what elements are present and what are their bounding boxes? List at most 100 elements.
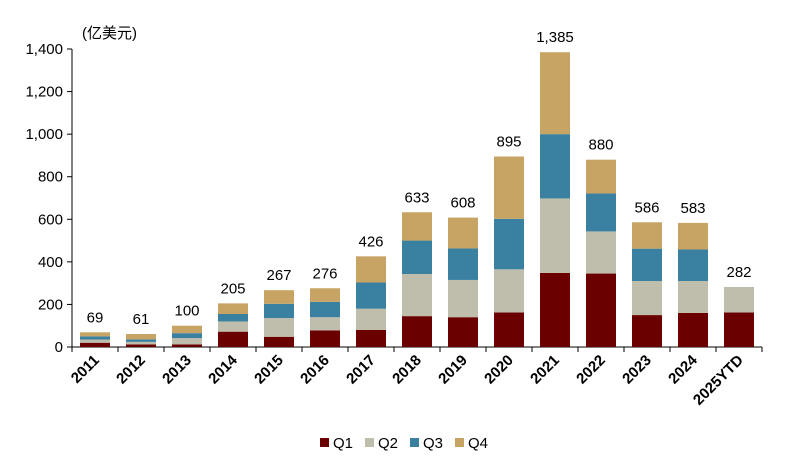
total-label: 100 (174, 303, 199, 320)
bar-segment-q2 (172, 338, 202, 345)
x-tick-label: 2014 (205, 351, 241, 387)
legend-label-q2: Q2 (378, 435, 398, 452)
x-tick-label: 2017 (343, 352, 379, 388)
bar-segment-q4 (264, 290, 294, 304)
x-tick-label: 2012 (113, 352, 149, 388)
bar-segment-q3 (310, 301, 340, 318)
legend-label-q1: Q1 (333, 435, 353, 452)
y-tick-label: 600 (38, 211, 63, 228)
total-label: 426 (358, 233, 383, 250)
bar-segment-q2 (402, 273, 432, 317)
bar-segment-q2 (126, 341, 156, 345)
bar-segment-q4 (80, 332, 110, 337)
bar-segment-q3 (356, 282, 386, 309)
bar-segment-q4 (402, 212, 432, 241)
bar-segment-q4 (448, 217, 478, 249)
bar-segment-q4 (172, 325, 202, 334)
bar-segment-q3 (80, 336, 110, 340)
bar-segment-q1 (448, 317, 478, 347)
bar-segment-q3 (448, 248, 478, 280)
bar-segment-q4 (218, 303, 248, 315)
legend-label-q3: Q3 (423, 435, 443, 452)
bar-segment-q2 (218, 321, 248, 332)
x-tick-label: 2024 (665, 351, 701, 387)
total-label: 895 (496, 133, 521, 150)
bar-segment-q4 (586, 159, 616, 194)
legend-swatch-q1 (320, 438, 329, 447)
bar-segment-q4 (356, 256, 386, 283)
x-tick-label: 2020 (481, 352, 517, 388)
bar-segment-q3 (402, 240, 432, 274)
x-tick-label: 2011 (68, 352, 103, 387)
bar-segment-q3 (678, 249, 708, 282)
x-tick-label: 2015 (251, 352, 287, 388)
bar-segment-q3 (540, 134, 570, 199)
total-label: 633 (404, 189, 429, 206)
legend-swatch-q4 (455, 438, 464, 447)
bar-segment-q2 (80, 339, 110, 343)
y-tick-label: 1,200 (25, 84, 63, 101)
bar-segment-q1 (80, 342, 110, 347)
bar-segment-q4 (494, 156, 524, 219)
bar-segment-q2 (310, 317, 340, 331)
bar-segment-q1 (126, 344, 156, 347)
bar-segment-q3 (586, 193, 616, 232)
bar-segment-q4 (126, 334, 156, 340)
bar-segment-q4 (632, 222, 662, 249)
total-label: 276 (312, 265, 337, 282)
x-tick-label: 2018 (389, 352, 425, 388)
bar-segment-q2 (632, 281, 662, 316)
x-tick-label: 2013 (159, 352, 195, 388)
x-tick-label: 2022 (573, 352, 609, 388)
y-tick-label: 1,400 (25, 41, 63, 58)
bar-segment-q4 (540, 52, 570, 135)
y-tick-label: 200 (38, 296, 63, 313)
bar-segment-q3 (494, 218, 524, 270)
bar-segment-q3 (264, 303, 294, 319)
unit-label: (亿美元) (82, 25, 137, 42)
legend-label-q4: Q4 (468, 435, 488, 452)
bar-segment-q2 (678, 281, 708, 313)
y-tick-label: 0 (55, 339, 63, 356)
bar-segment-q1 (172, 344, 202, 347)
bar-segment-q1 (678, 312, 708, 347)
total-label: 880 (588, 137, 613, 154)
legend-swatch-q2 (365, 438, 374, 447)
x-tick-label: 2021 (527, 352, 563, 388)
legend-swatch-q3 (410, 438, 419, 447)
bar-segment-q2 (448, 279, 478, 318)
bar-segment-q1 (632, 315, 662, 347)
x-tick-label: 2023 (619, 352, 655, 388)
y-tick-label: 400 (38, 254, 63, 271)
total-label: 69 (87, 309, 104, 326)
total-label: 586 (634, 199, 659, 216)
bar-segment-q1 (356, 329, 386, 347)
bar-segment-q3 (172, 333, 202, 339)
x-tick-label: 2019 (435, 352, 471, 388)
bar-segment-q1 (402, 316, 432, 347)
bar-segment-q2 (264, 318, 294, 337)
bar-segment-q1 (724, 312, 754, 347)
bar-segment-q1 (310, 330, 340, 347)
total-label: 608 (450, 195, 475, 212)
total-label: 583 (680, 200, 705, 217)
bar-segment-q1 (586, 273, 616, 347)
bar-segment-q2 (356, 308, 386, 330)
x-tick-label: 2016 (297, 352, 333, 388)
bar-segment-q1 (264, 336, 294, 347)
total-label: 1,385 (536, 29, 574, 46)
x-tick-label: 2025YTD (690, 352, 747, 409)
total-label: 282 (726, 264, 751, 281)
bar-segment-q2 (586, 231, 616, 274)
bar-segment-q3 (126, 339, 156, 342)
bar-segment-q1 (218, 331, 248, 347)
y-tick-label: 800 (38, 169, 63, 186)
bar-segment-q4 (678, 222, 708, 250)
bar-segment-q3 (632, 248, 662, 282)
total-label: 61 (133, 311, 150, 328)
y-tick-label: 1,000 (25, 126, 63, 143)
bar-segment-q3 (218, 314, 248, 322)
bar-segment-q4 (310, 288, 340, 302)
